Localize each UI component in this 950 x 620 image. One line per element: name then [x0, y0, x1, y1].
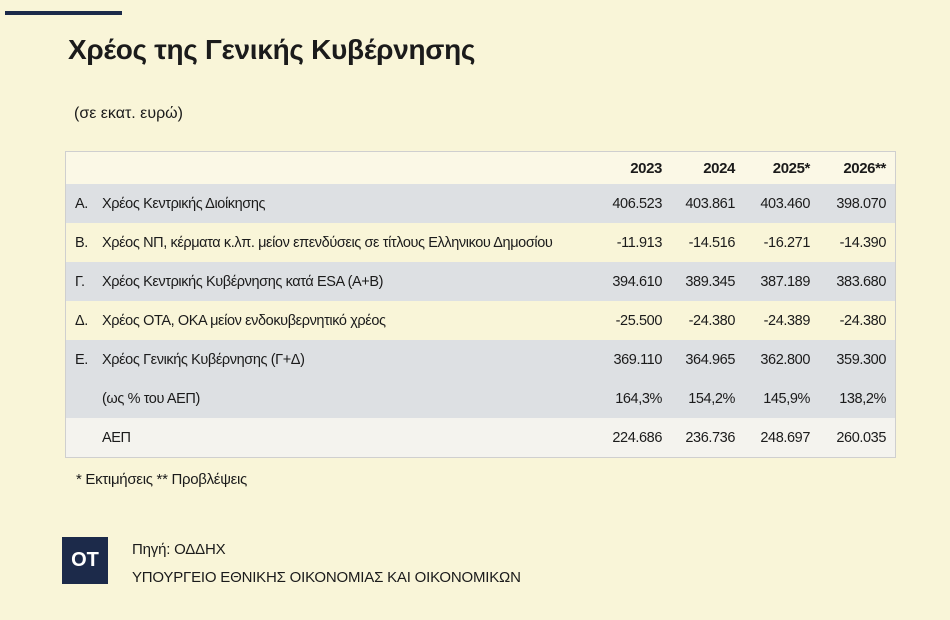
- debt-table: 2023 2024 2025* 2026** Α. Χρέος Κεντρικής Διο…: [65, 151, 896, 458]
- cell-value: 403.460: [760, 195, 810, 212]
- cell-value: 145,9%: [763, 390, 810, 407]
- table-row: ΑΕΠ 224.686 236.736 248.697 260.035: [66, 418, 895, 457]
- cell-value: 236.736: [685, 429, 735, 446]
- cell-value: 138,2%: [839, 390, 886, 407]
- row-label: Χρέος ΟΤΑ, ΟΚΑ μείον ενδοκυβερνητικό χρέ…: [102, 312, 386, 329]
- table-row: Δ. Χρέος ΟΤΑ, ΟΚΑ μείον ενδοκυβερνητικό χ…: [66, 301, 895, 340]
- source-ministry: ΥΠΟΥΡΓΕΙΟ ΕΘΝΙΚΗΣ ΟΙΚΟΝΟΜΙΑΣ ΚΑΙ ΟΙΚΟΝΟΜ…: [132, 569, 521, 586]
- cell-value: -14.390: [839, 234, 887, 251]
- cell-value: 364.965: [685, 351, 735, 368]
- row-letter: Β.: [75, 234, 88, 251]
- blank-cell: [66, 418, 102, 457]
- accent-bar: [5, 11, 122, 15]
- cell-value: 164,3%: [615, 390, 662, 407]
- cell-value: 383.680: [836, 273, 886, 290]
- cell-value: -14.516: [688, 234, 736, 251]
- blank-cell: [66, 379, 102, 418]
- column-header: 2024: [667, 152, 740, 184]
- cell-value: 224.686: [612, 429, 662, 446]
- header-row: 2023 2024 2025* 2026**: [66, 152, 895, 184]
- table-row: Α. Χρέος Κεντρικής Διοίκησης 406.523 403.86…: [66, 184, 895, 223]
- table-row: Γ. Χρέος Κεντρικής Κυβέρνησης κατά ESA (Α…: [66, 262, 895, 301]
- cell-value: 248.697: [760, 429, 810, 446]
- cell-value: 387.189: [760, 273, 810, 290]
- table-row: Β. Χρέος ΝΠ, κέρματα κ.λπ. μείον επενδύσε…: [66, 223, 895, 262]
- row-label: Χρέος Γενικής Κυβέρνησης (Γ+Δ): [102, 351, 305, 368]
- column-header: 2023: [596, 152, 667, 184]
- row-letter: Δ.: [75, 312, 88, 329]
- cell-value: 154,2%: [688, 390, 735, 407]
- row-label: Χρέος ΝΠ, κέρματα κ.λπ. μείον επενδύσεις…: [102, 234, 553, 251]
- column-header: 2026**: [815, 152, 895, 184]
- cell-value: 260.035: [836, 429, 886, 446]
- subtitle: (σε εκατ. ευρώ): [74, 105, 183, 122]
- row-letter: Γ.: [75, 273, 85, 290]
- cell-value: -16.271: [763, 234, 811, 251]
- cell-value: -24.380: [688, 312, 736, 329]
- row-label: (ως % του ΑΕΠ): [102, 390, 200, 407]
- cell-value: 398.070: [836, 195, 886, 212]
- cell-value: 359.300: [836, 351, 886, 368]
- blank-cell: [66, 152, 102, 184]
- title: Χρέος της Γενικής Κυβέρνησης: [68, 34, 476, 65]
- blank-cell: [102, 152, 596, 184]
- cell-value: 403.861: [685, 195, 735, 212]
- row-letter: Α.: [75, 195, 88, 212]
- table-row: (ως % του ΑΕΠ) 164,3% 154,2% 145,9% 138,2%: [66, 379, 895, 418]
- cell-value: 369.110: [613, 351, 662, 368]
- cell-value: -24.389: [763, 312, 811, 329]
- cell-value: 389.345: [685, 273, 735, 290]
- row-label: Χρέος Κεντρικής Διοίκησης: [102, 195, 266, 212]
- row-label: Χρέος Κεντρικής Κυβέρνησης κατά ESA (Α+Β…: [102, 273, 384, 290]
- row-letter: Ε.: [75, 351, 88, 368]
- row-label: ΑΕΠ: [102, 429, 131, 446]
- cell-value: 362.800: [760, 351, 810, 368]
- cell-value: 394.610: [612, 273, 662, 290]
- logo: ΟΤ: [62, 537, 108, 584]
- footnote: * Εκτιμήσεις ** Προβλέψεις: [76, 471, 247, 488]
- table-row: Ε. Χρέος Γενικής Κυβέρνησης (Γ+Δ) 369.110 3…: [66, 340, 895, 379]
- column-header: 2025*: [740, 152, 815, 184]
- source: Πηγή: ΟΔΔΗΧ: [132, 541, 226, 558]
- cell-value: -25.500: [615, 312, 663, 329]
- cell-value: 406.523: [612, 195, 662, 212]
- cell-value: -11.913: [616, 234, 663, 251]
- cell-value: -24.380: [839, 312, 887, 329]
